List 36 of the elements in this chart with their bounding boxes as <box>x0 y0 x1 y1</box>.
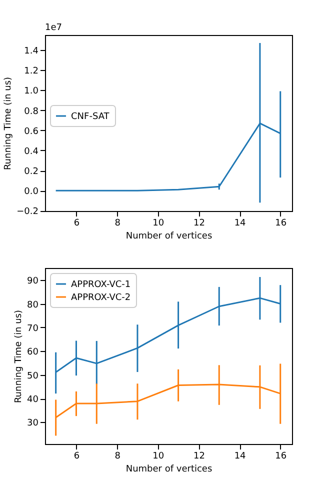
x-tick-label: 16 <box>275 452 287 462</box>
x-tick-label: 12 <box>193 218 205 228</box>
y-tick-label: 70 <box>27 324 39 334</box>
x-axis-title: Number of vertices <box>126 232 212 242</box>
y-tick-label: 0.2 <box>24 167 38 178</box>
legend-label: CNF-SAT <box>71 112 110 122</box>
y-tick-label: 1.2 <box>24 66 38 77</box>
x-tick-label: 6 <box>74 218 80 228</box>
text: 1e7 <box>45 23 62 33</box>
y-tick-label: 80 <box>27 300 39 310</box>
x-tick-label: 8 <box>114 452 121 462</box>
x-tick-label: 14 <box>234 218 246 228</box>
y-tick-label: 0.6 <box>24 126 39 137</box>
y-tick-label: 1.0 <box>24 86 39 97</box>
x-axis-title: Number of vertices <box>126 464 212 474</box>
x-tick-label: 14 <box>234 452 246 462</box>
y-axis-title: Running Time (in us) <box>14 310 24 404</box>
y-tick-label: 40 <box>27 395 39 406</box>
y-tick-label: 90 <box>27 276 39 287</box>
x-tick-label: 8 <box>114 218 121 228</box>
y-tick-label: 0.8 <box>24 106 39 117</box>
legend-label: APPROX-VC-2 <box>71 293 131 303</box>
y-tick-label: 50 <box>27 371 39 382</box>
y-tick-label: 60 <box>27 348 39 358</box>
legend-label: APPROX-VC-1 <box>71 280 131 290</box>
y-tick-label: 1.4 <box>24 46 39 57</box>
y-axis-title: Running Time (in us) <box>4 76 14 170</box>
y-tick-label: 30 <box>27 418 39 429</box>
x-tick-label: 16 <box>275 218 287 228</box>
x-tick-label: 10 <box>152 218 164 228</box>
y-tick-label: 0.0 <box>24 187 39 198</box>
y-tick-label: 0.4 <box>24 146 39 157</box>
x-tick-label: 10 <box>152 452 164 462</box>
y-tick-label: −0.2 <box>16 207 38 218</box>
x-tick-label: 6 <box>74 452 80 462</box>
x-tick-label: 12 <box>193 452 205 462</box>
